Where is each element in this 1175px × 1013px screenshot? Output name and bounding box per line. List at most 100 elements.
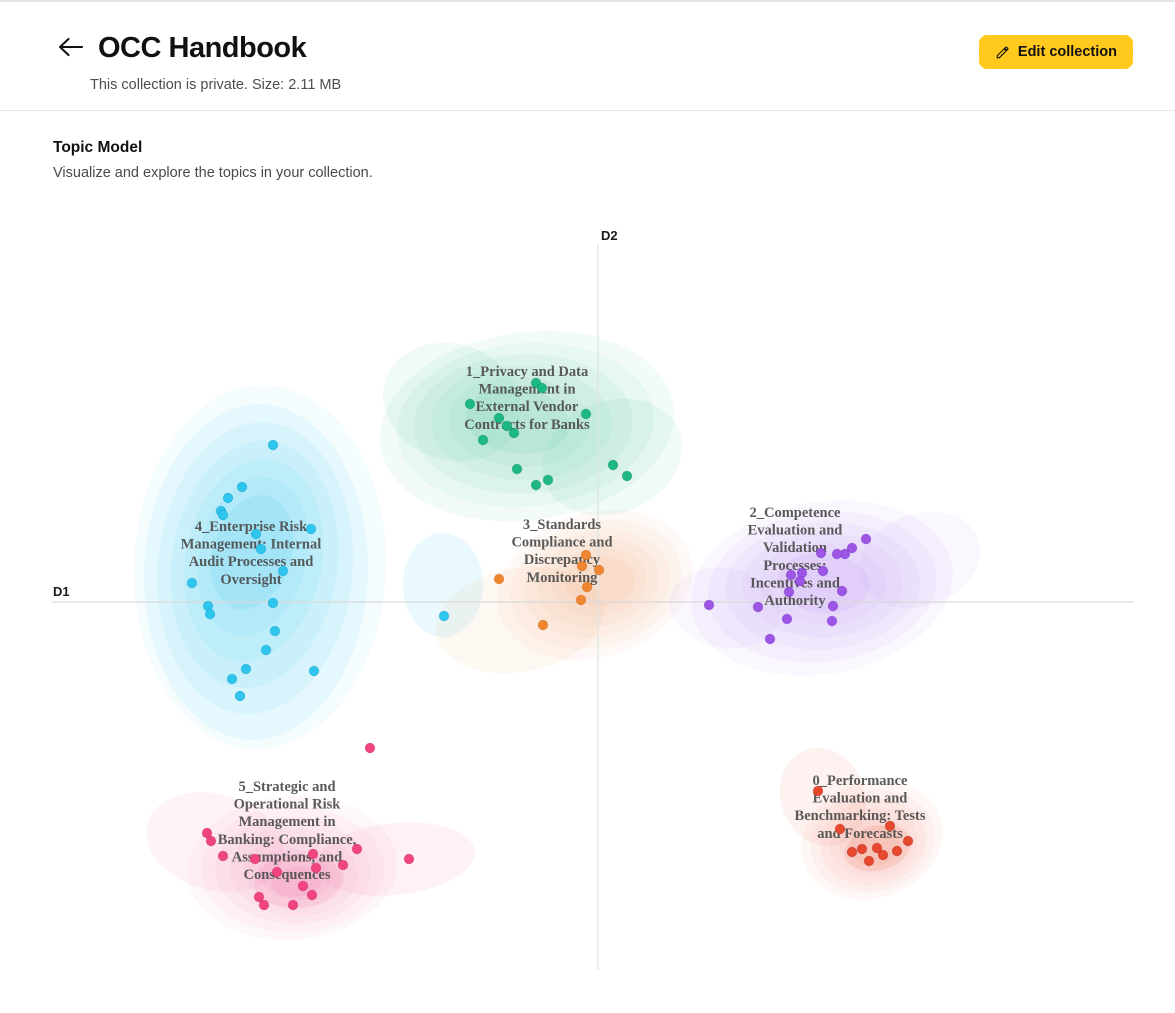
data-point[interactable] (836, 585, 848, 597)
data-point[interactable] (542, 474, 554, 486)
data-point[interactable] (536, 382, 548, 394)
data-point[interactable] (310, 862, 322, 874)
data-point[interactable] (250, 528, 262, 540)
collection-meta: This collection is private. Size: 2.11 M… (90, 77, 342, 93)
data-point[interactable] (846, 542, 858, 554)
data-point[interactable] (834, 823, 846, 835)
data-point[interactable] (501, 420, 513, 432)
cluster-points-3 (493, 549, 605, 631)
data-point[interactable] (205, 835, 217, 847)
data-point[interactable] (860, 533, 872, 545)
data-point[interactable] (269, 625, 281, 637)
data-point[interactable] (794, 575, 806, 587)
data-point[interactable] (364, 742, 376, 754)
data-point[interactable] (255, 543, 267, 555)
data-point[interactable] (902, 835, 914, 847)
data-point[interactable] (826, 615, 838, 627)
data-point[interactable] (781, 613, 793, 625)
data-point[interactable] (186, 577, 198, 589)
data-point[interactable] (884, 820, 896, 832)
data-point[interactable] (226, 673, 238, 685)
data-point[interactable] (267, 439, 279, 451)
density-blob (133, 385, 387, 749)
data-point[interactable] (234, 690, 246, 702)
data-point[interactable] (258, 899, 270, 911)
data-point[interactable] (236, 481, 248, 493)
data-point[interactable] (856, 843, 868, 855)
data-point[interactable] (217, 850, 229, 862)
data-point[interactable] (530, 479, 542, 491)
data-point[interactable] (764, 633, 776, 645)
cluster-density-1 (379, 330, 682, 522)
data-point[interactable] (493, 412, 505, 424)
data-point[interactable] (305, 523, 317, 535)
data-point[interactable] (783, 586, 795, 598)
data-point[interactable] (817, 565, 829, 577)
data-point[interactable] (287, 899, 299, 911)
data-point[interactable] (297, 880, 309, 892)
data-point[interactable] (217, 509, 229, 521)
data-point[interactable] (267, 597, 279, 609)
density-blob (435, 566, 605, 674)
data-point[interactable] (891, 845, 903, 857)
data-point[interactable] (580, 549, 592, 561)
data-point[interactable] (827, 600, 839, 612)
data-point[interactable] (871, 842, 883, 854)
data-point[interactable] (877, 849, 889, 861)
data-point[interactable] (277, 565, 289, 577)
data-point[interactable] (438, 610, 450, 622)
data-point[interactable] (337, 859, 349, 871)
data-point[interactable] (607, 459, 619, 471)
data-point[interactable] (204, 608, 216, 620)
data-point[interactable] (703, 599, 715, 611)
data-point[interactable] (537, 619, 549, 631)
data-point[interactable] (863, 855, 875, 867)
data-point[interactable] (621, 470, 633, 482)
data-point[interactable] (222, 492, 234, 504)
data-point[interactable] (508, 427, 520, 439)
back-button[interactable] (55, 33, 86, 64)
data-point[interactable] (477, 434, 489, 446)
data-point[interactable] (581, 581, 593, 593)
cluster-density-0 (779, 747, 943, 900)
data-point[interactable] (240, 663, 252, 675)
data-point[interactable] (306, 889, 318, 901)
cluster-points-1 (464, 377, 633, 491)
data-point[interactable] (511, 463, 523, 475)
data-point[interactable] (846, 846, 858, 858)
data-point[interactable] (271, 866, 283, 878)
data-point[interactable] (249, 853, 261, 865)
page-header: OCC Handbook This collection is private.… (0, 2, 1175, 111)
data-point[interactable] (593, 564, 605, 576)
data-point[interactable] (812, 785, 824, 797)
data-point[interactable] (752, 601, 764, 613)
density-contour (820, 798, 926, 886)
data-point[interactable] (785, 569, 797, 581)
density-contour (379, 330, 675, 522)
density-contour (691, 500, 953, 676)
data-point[interactable] (308, 665, 320, 677)
page-title: OCC Handbook (98, 32, 307, 64)
cluster-density-3 (435, 509, 693, 674)
cluster-density-2 (669, 500, 981, 676)
data-point[interactable] (464, 398, 476, 410)
data-point[interactable] (815, 547, 827, 559)
data-point[interactable] (403, 853, 415, 865)
density-contour (537, 538, 659, 628)
cluster-density-4 (133, 385, 483, 749)
data-point[interactable] (351, 843, 363, 855)
edit-collection-button[interactable]: Edit collection (978, 35, 1133, 69)
density-contour (258, 848, 331, 901)
data-point[interactable] (253, 891, 265, 903)
data-point[interactable] (575, 594, 587, 606)
data-point[interactable] (831, 548, 843, 560)
data-point[interactable] (307, 848, 319, 860)
density-contour (201, 806, 384, 932)
density-contour (510, 519, 682, 649)
data-point[interactable] (580, 408, 592, 420)
data-point[interactable] (576, 560, 588, 572)
density-contour (466, 387, 570, 455)
data-point[interactable] (260, 644, 272, 656)
density-contour (448, 376, 591, 468)
data-point[interactable] (493, 573, 505, 585)
